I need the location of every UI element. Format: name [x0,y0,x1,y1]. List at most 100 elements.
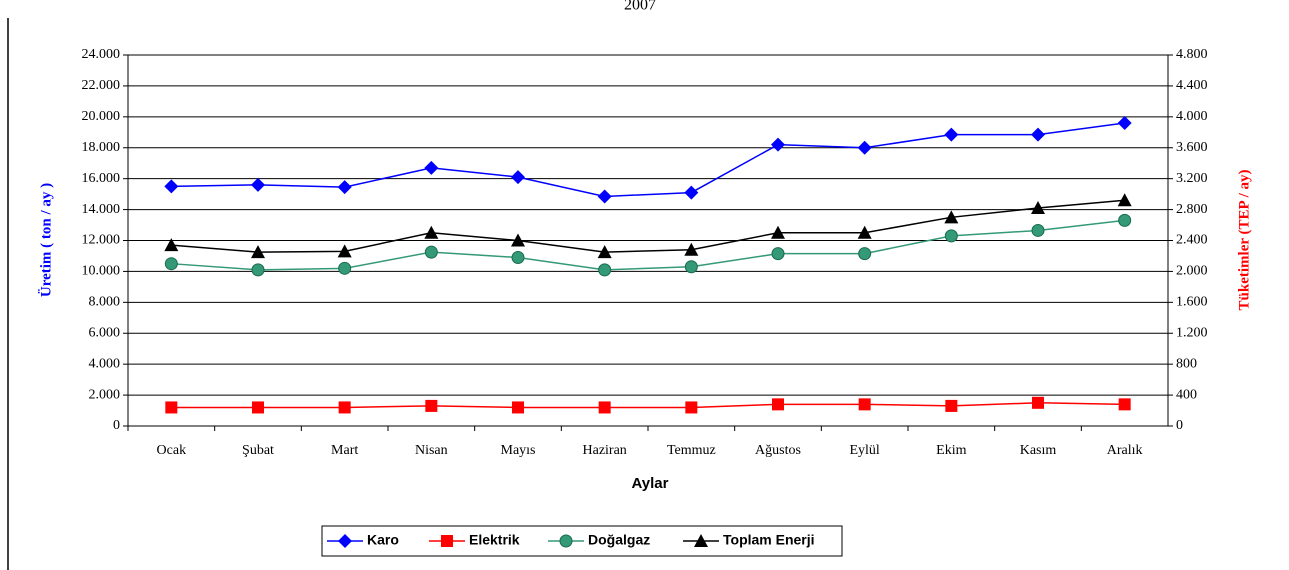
y2-tick-label: 4.000 [1176,109,1208,124]
y2-tick-label: 400 [1176,387,1197,402]
marker [1117,116,1132,131]
y-tick-label: 20.000 [82,109,121,124]
x-tick-label: Ekim [936,443,966,458]
marker [598,263,612,277]
marker [251,263,265,277]
legend-marker [338,534,352,548]
marker [511,233,525,247]
y-tick-label: 22.000 [82,78,121,93]
marker [1031,201,1045,215]
series-line [171,199,1125,253]
y-tick-label: 18.000 [82,140,121,155]
y-tick-label: 4.000 [89,356,121,371]
marker [338,401,351,414]
marker [1031,127,1045,142]
legend-label: Elektrik [469,532,520,548]
marker [1032,396,1044,409]
legend-label: Doğalgaz [588,532,650,548]
chart-title: 2007 [624,0,656,14]
y2-tick-label: 3.200 [1176,171,1208,186]
y-tick-label: 2.000 [89,387,121,402]
y2-tick-label: 1.600 [1176,295,1208,310]
marker [252,401,264,414]
y2-tick-label: 0 [1176,418,1183,433]
x-tick-label: Mart [331,443,358,458]
legend-label: Toplam Enerji [723,532,815,548]
marker [1031,223,1045,237]
marker [337,180,352,195]
marker [944,229,958,243]
marker [771,137,785,152]
series-line [171,219,1125,271]
y2-tick-label: 4.400 [1176,78,1208,93]
y-tick-label: 8.000 [89,295,121,310]
marker [684,260,698,274]
marker [165,401,178,414]
legend-label: Karo [367,532,399,548]
y2-tick-label: 4.800 [1176,47,1208,62]
y-tick-label: 12.000 [82,233,121,248]
marker [164,238,179,252]
marker [857,140,872,155]
y2-tick-label: 3.600 [1176,140,1208,155]
x-tick-label: Nisan [415,443,448,458]
y-tick-label: 0 [113,418,120,433]
x-tick-label: Ocak [157,443,187,458]
marker [251,177,265,192]
marker [337,244,352,258]
y-tick-label: 16.000 [82,171,121,186]
y-axis-label: Üretim ( ton / ay ) [37,183,54,297]
series-line [171,402,1125,409]
marker [251,245,265,259]
x-tick-label: Eylül [849,443,879,458]
y-tick-label: 14.000 [82,202,121,217]
marker [424,160,439,175]
legend-marker [441,535,453,547]
marker [771,225,785,239]
y2-tick-label: 2.400 [1176,233,1208,248]
marker [425,399,438,412]
x-tick-label: Temmuz [667,443,716,458]
x-tick-label: Ağustos [755,443,801,458]
marker [944,127,959,142]
marker [857,225,872,239]
marker [1118,398,1131,411]
marker [684,242,699,256]
y2-tick-label: 1.200 [1176,325,1208,340]
marker [772,398,784,411]
y-tick-label: 6.000 [89,325,121,340]
x-tick-label: Kasım [1020,443,1057,458]
marker [684,185,699,200]
x-tick-label: Şubat [242,443,274,458]
legend-marker [559,534,573,548]
x-tick-label: Mayıs [501,443,536,458]
y-tick-label: 10.000 [82,264,121,279]
marker [597,189,612,204]
marker [424,245,438,259]
marker [164,179,179,194]
marker [164,257,178,271]
marker [424,225,439,239]
marker [945,399,958,412]
marker [858,247,872,261]
series-line [171,122,1125,198]
marker [1118,213,1132,227]
marker [685,401,698,414]
x-tick-label: Aralık [1107,443,1143,458]
y2-tick-label: 2.800 [1176,202,1208,217]
y-tick-label: 24.000 [82,47,121,62]
y2-tick-label: 800 [1176,356,1197,371]
marker [511,170,525,185]
marker [771,247,785,261]
marker [858,398,871,411]
x-axis-label: Aylar [632,475,669,492]
marker [597,245,612,259]
x-tick-label: Haziran [583,443,627,458]
marker [598,401,611,414]
marker [512,401,524,414]
marker [1117,193,1132,207]
y2-tick-label: 2.000 [1176,264,1208,279]
marker [511,251,525,265]
marker [338,261,352,275]
